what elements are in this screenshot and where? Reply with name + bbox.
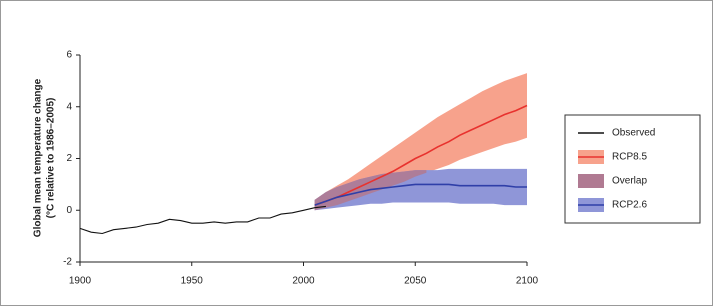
legend-label: RCP8.5 (612, 152, 647, 163)
legend-label: RCP2.6 (612, 200, 647, 211)
uncertainty-band (314, 73, 527, 211)
x-tick-label: 1950 (181, 276, 204, 287)
legend-label: Observed (612, 128, 655, 139)
y-axis-label-2: (°C relative to 1986–2005) (46, 98, 57, 219)
series-line (314, 104, 528, 206)
y-tick-label: 2 (66, 153, 72, 164)
series-line (79, 205, 326, 235)
legend-label: Overlap (612, 176, 647, 187)
y-axis-label: Global mean temperature change (33, 78, 44, 237)
y-tick-label: 0 (66, 205, 72, 216)
x-tick-label: 1900 (69, 276, 92, 287)
x-tick-label: 2050 (404, 276, 427, 287)
y-tick-label: 4 (66, 101, 72, 112)
x-tick-label: 2100 (516, 276, 539, 287)
x-tick-label: 2000 (292, 276, 315, 287)
series-line (314, 183, 527, 206)
y-tick-label: -2 (63, 257, 72, 268)
legend-swatch (578, 174, 604, 188)
y-tick-label: 6 (66, 50, 72, 61)
